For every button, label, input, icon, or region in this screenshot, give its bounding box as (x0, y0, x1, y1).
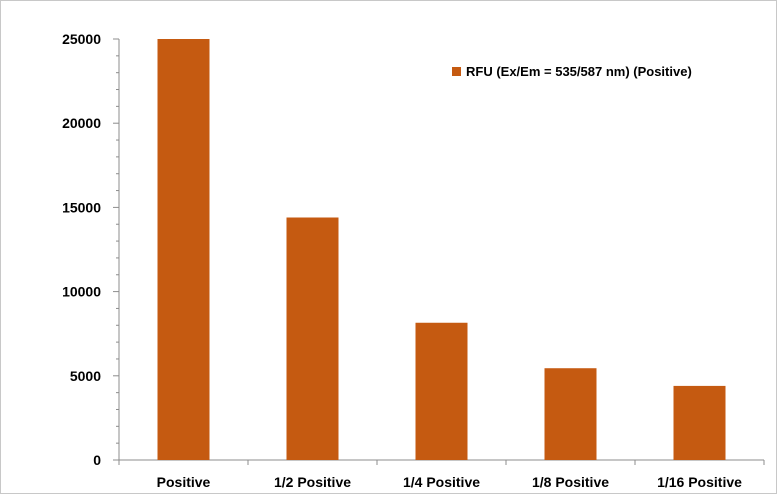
bar (286, 217, 339, 460)
x-tick-label: 1/16 Positive (657, 474, 742, 490)
bar (157, 39, 210, 460)
bar (544, 368, 597, 460)
x-tick-label: 1/8 Positive (532, 474, 609, 490)
x-tick-label: Positive (157, 474, 211, 490)
bars (157, 39, 726, 460)
y-tick-label: 5000 (70, 368, 101, 384)
legend-label: RFU (Ex/Em = 535/587 nm) (Positive) (466, 64, 692, 79)
y-tick-label: 0 (93, 452, 101, 468)
bar (673, 385, 726, 460)
y-tick-label: 25000 (62, 31, 101, 47)
y-tick-label: 15000 (62, 199, 101, 215)
y-tick-label: 10000 (62, 284, 101, 300)
x-tick-label: 1/4 Positive (403, 474, 480, 490)
legend-swatch (452, 67, 461, 76)
y-axis-ticks: 0 5000 10000 15000 20000 25000 (62, 31, 119, 468)
y-tick-label: 20000 (62, 115, 101, 131)
bar (415, 322, 468, 460)
x-tick-label: 1/2 Positive (274, 474, 351, 490)
legend: RFU (Ex/Em = 535/587 nm) (Positive) (452, 64, 692, 79)
x-axis-labels: Positive 1/2 Positive 1/4 Positive 1/8 Posi… (118, 460, 765, 490)
